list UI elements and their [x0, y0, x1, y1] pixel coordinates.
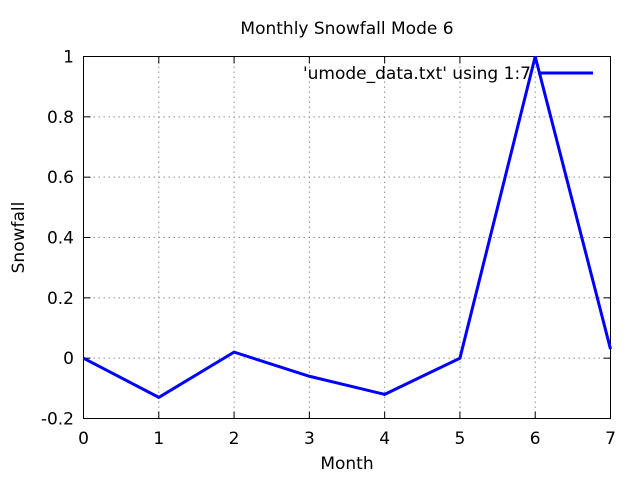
gridlines [83, 56, 611, 419]
y-tick-label: 0.2 [47, 289, 74, 309]
x-tick-label: 5 [455, 429, 466, 449]
x-tick-label: 7 [605, 429, 616, 449]
y-tick-label: -0.2 [41, 410, 74, 430]
y-tick-label: 1 [63, 48, 74, 68]
x-tick-label: 1 [153, 429, 164, 449]
x-tick-label: 6 [530, 429, 541, 449]
x-axis-label: Month [320, 454, 373, 474]
axis-ticks [83, 56, 611, 419]
y-tick-label: 0 [63, 349, 74, 369]
x-tick-label: 4 [379, 429, 390, 449]
x-tick-label: 3 [304, 429, 315, 449]
y-axis-label: Snowfall [9, 202, 29, 274]
data-line [82, 56, 612, 400]
y-tick-label: 0.8 [47, 108, 74, 128]
legend-label: 'umode_data.txt' using 1:7 [303, 64, 531, 84]
x-tick-label: 2 [229, 429, 240, 449]
y-tick-label: 0.6 [47, 168, 74, 188]
legend: 'umode_data.txt' using 1:7 [303, 64, 593, 84]
chart-title: Monthly Snowfall Mode 6 [240, 19, 453, 39]
y-tick-label: 0.4 [47, 229, 74, 249]
x-tick-label: 0 [78, 429, 89, 449]
tick-labels: 0 1 2 3 4 5 6 7-0.200.20.40.60.81 [41, 48, 616, 450]
